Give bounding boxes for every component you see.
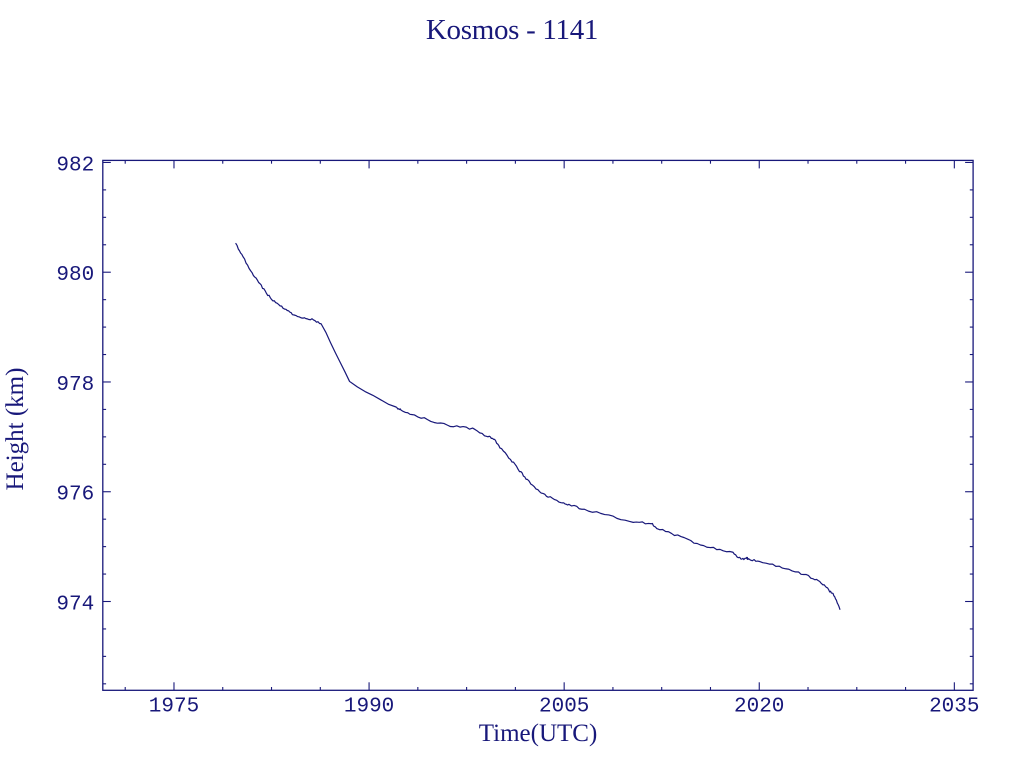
svg-text:2005: 2005 [539, 696, 589, 719]
svg-text:978: 978 [56, 374, 94, 397]
svg-text:Time(UTC): Time(UTC) [479, 720, 598, 747]
svg-text:976: 976 [56, 484, 94, 507]
svg-text:2020: 2020 [734, 696, 784, 719]
svg-text:982: 982 [56, 154, 94, 177]
svg-text:1975: 1975 [149, 696, 199, 719]
svg-text:974: 974 [56, 594, 94, 617]
svg-text:Kosmos - 1141: Kosmos - 1141 [426, 14, 598, 46]
svg-text:980: 980 [56, 264, 94, 287]
svg-text:1990: 1990 [344, 696, 394, 719]
svg-text:2035: 2035 [929, 696, 979, 719]
svg-text:Height (km): Height (km) [2, 368, 29, 491]
